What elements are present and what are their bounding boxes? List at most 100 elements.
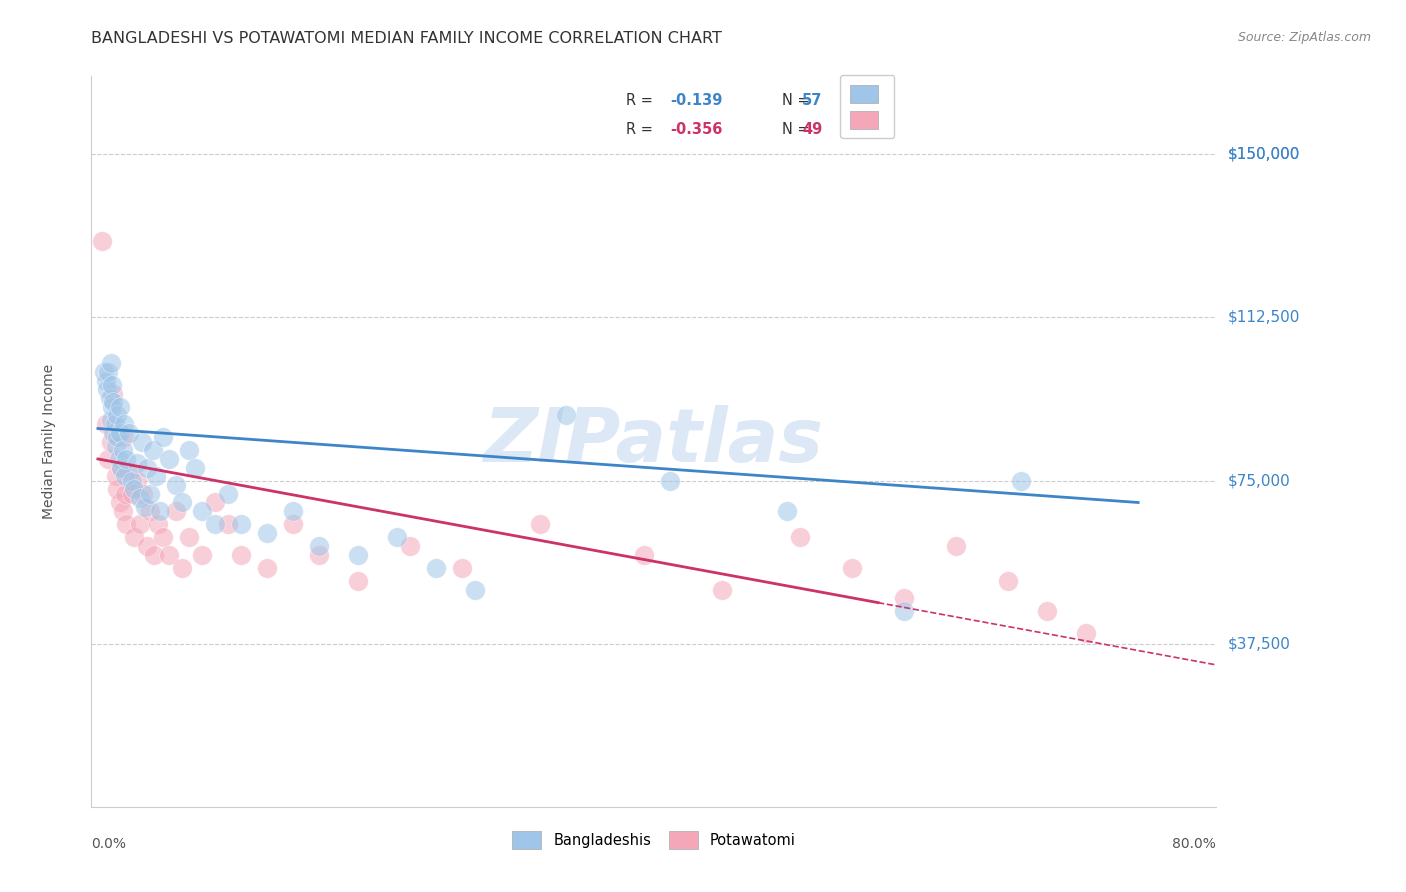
Point (112, 430, 135, 444)
Point (107, 452, 129, 467)
Point (104, 417, 127, 431)
Point (841, 561, 863, 575)
Point (139, 487, 162, 501)
Point (347, 548, 370, 562)
Point (945, 539, 967, 553)
Point (256, 561, 278, 575)
Text: -0.139: -0.139 (671, 93, 723, 108)
Point (136, 460, 159, 475)
Legend: Bangladeshis, Potawatomi: Bangladeshis, Potawatomi (506, 825, 801, 855)
Point (125, 456, 148, 470)
Text: R =: R = (626, 122, 652, 137)
Point (96, 382, 118, 396)
Point (165, 478, 187, 492)
Point (141, 443, 163, 458)
Point (152, 430, 174, 444)
Point (114, 487, 136, 501)
Point (108, 495, 131, 509)
Text: Median Family Income: Median Family Income (42, 364, 56, 519)
Point (893, 591, 915, 606)
Point (100, 356, 122, 370)
Point (90, 234, 112, 248)
Point (191, 504, 214, 518)
Point (98, 391, 121, 405)
Point (633, 548, 655, 562)
Point (103, 425, 125, 440)
Text: 57: 57 (803, 93, 823, 108)
Point (204, 495, 226, 509)
Point (93, 365, 115, 379)
Point (281, 504, 304, 518)
Point (94, 417, 117, 431)
Text: Source: ZipAtlas.com: Source: ZipAtlas.com (1237, 31, 1371, 45)
Point (659, 474, 682, 488)
Point (1076, 626, 1098, 640)
Point (118, 465, 141, 479)
Point (121, 487, 143, 501)
Point (134, 500, 156, 514)
Text: N =: N = (782, 122, 810, 137)
Point (997, 574, 1019, 588)
Point (108, 425, 131, 440)
Point (256, 526, 278, 541)
Point (165, 504, 187, 518)
Point (139, 504, 162, 518)
Text: BANGLADESHI VS POTAWATOMI MEDIAN FAMILY INCOME CORRELATION CHART: BANGLADESHI VS POTAWATOMI MEDIAN FAMILY … (91, 31, 723, 46)
Point (229, 517, 252, 532)
Point (1036, 604, 1059, 618)
Point (217, 487, 239, 501)
Point (112, 417, 135, 431)
Point (149, 504, 172, 518)
Point (217, 517, 239, 532)
Point (425, 561, 447, 575)
Point (105, 469, 128, 483)
Point (97, 365, 120, 379)
Point (145, 469, 167, 483)
Point (105, 483, 128, 497)
Text: R =: R = (626, 93, 652, 108)
Point (115, 517, 138, 532)
Text: $75,000: $75,000 (1227, 474, 1291, 488)
Text: $150,000: $150,000 (1227, 146, 1299, 161)
Point (128, 491, 150, 505)
Point (464, 582, 486, 597)
Point (132, 487, 155, 501)
Point (711, 582, 734, 597)
Point (789, 530, 811, 544)
Point (152, 530, 174, 544)
Point (128, 517, 150, 532)
Point (142, 548, 165, 562)
Point (281, 517, 304, 532)
Point (101, 400, 124, 414)
Point (100, 413, 122, 427)
Point (124, 483, 146, 497)
Point (451, 561, 474, 575)
Point (308, 539, 330, 553)
Text: 80.0%: 80.0% (1173, 837, 1216, 850)
Text: $37,500: $37,500 (1227, 637, 1291, 651)
Text: ZIPatlas: ZIPatlas (484, 405, 824, 478)
Point (118, 425, 141, 440)
Point (103, 395, 125, 409)
Point (776, 504, 799, 518)
Point (105, 430, 128, 444)
Point (157, 548, 180, 562)
Text: 49: 49 (803, 122, 823, 137)
Point (529, 517, 551, 532)
Text: N =: N = (782, 93, 810, 108)
Point (177, 443, 200, 458)
Point (308, 548, 330, 562)
Point (131, 434, 153, 449)
Point (191, 548, 214, 562)
Point (124, 530, 146, 544)
Point (94, 374, 117, 388)
Point (1010, 474, 1032, 488)
Point (172, 561, 194, 575)
Point (385, 530, 408, 544)
Point (893, 604, 915, 618)
Point (105, 409, 128, 423)
Point (111, 504, 134, 518)
Point (110, 460, 132, 475)
Text: 0.0%: 0.0% (91, 837, 127, 850)
Point (103, 386, 125, 401)
